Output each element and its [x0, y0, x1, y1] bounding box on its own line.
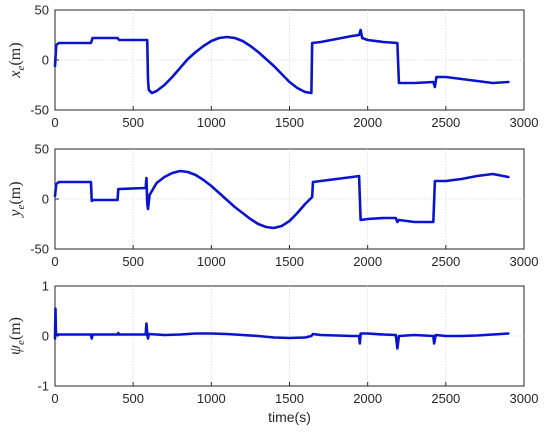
x-tick-label: 3000	[510, 115, 539, 130]
y-axis-label: xe(m)	[7, 42, 27, 78]
y-axis-label-unit: (m)	[7, 181, 24, 204]
x-tick-label: 1500	[275, 254, 304, 269]
x-tick-label: 3000	[510, 391, 539, 406]
y-tick-label: 1	[42, 279, 49, 294]
y-axis-label: ye(m)	[7, 181, 27, 218]
x-tick-label: 2500	[431, 391, 460, 406]
x-tick-label: 2000	[353, 115, 382, 130]
x-tick-label: 2000	[353, 391, 382, 406]
y-tick-label: -50	[30, 103, 49, 118]
x-tick-label: 2000	[353, 254, 382, 269]
x-tick-label: 500	[122, 115, 144, 130]
y-axis-label-symbol: y	[7, 209, 24, 219]
x-tick-label: 3000	[510, 254, 539, 269]
x-tick-label: 1500	[275, 115, 304, 130]
x-tick-label: 1000	[197, 115, 226, 130]
x-tick-label: 0	[51, 115, 58, 130]
y-tick-label: -1	[37, 379, 49, 394]
x-axis-label: time(s)	[268, 409, 311, 425]
x-tick-label: 500	[122, 254, 144, 269]
x-tick-label: 500	[122, 391, 144, 406]
x-tick-label: 0	[51, 391, 58, 406]
y-axis-label-unit: (m)	[7, 317, 24, 340]
x-tick-label: 1500	[275, 391, 304, 406]
y-tick-label: -50	[30, 242, 49, 257]
y-axis-label: ψe(m)	[7, 317, 27, 355]
x-tick-label: 1000	[197, 391, 226, 406]
y-axis-label-subscript: e	[15, 204, 27, 209]
y-tick-label: 0	[42, 53, 49, 68]
x-tick-label: 0	[51, 254, 58, 269]
y-axis-label-symbol: x	[7, 70, 24, 78]
series-line	[53, 28, 510, 95]
y-axis-label-symbol: ψ	[7, 344, 24, 355]
series-line	[53, 169, 510, 230]
y-tick-label: 50	[35, 142, 49, 157]
y-axis-label-subscript: e	[15, 340, 27, 345]
y-tick-label: 50	[35, 3, 49, 18]
y-axis-label-subscript: e	[15, 65, 27, 70]
series-line	[53, 307, 510, 350]
y-tick-label: 0	[42, 329, 49, 344]
x-tick-label: 1000	[197, 254, 226, 269]
y-tick-label: 0	[42, 192, 49, 207]
x-tick-label: 2500	[431, 115, 460, 130]
x-tick-label: 2500	[431, 254, 460, 269]
y-axis-label-unit: (m)	[7, 42, 24, 65]
